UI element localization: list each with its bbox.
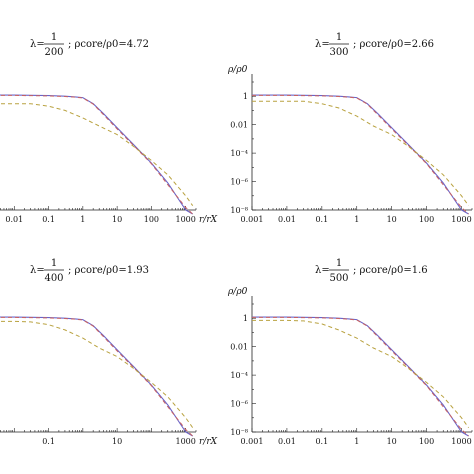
series-line-3 — [252, 319, 470, 428]
panel-title: λ= 1 300 ; ρcore/ρ0=2.66 — [315, 32, 434, 58]
lambda-denominator: 500 — [329, 273, 348, 284]
lambda-symbol: λ= — [315, 39, 330, 50]
x-tick-label: 0.01 — [278, 437, 296, 446]
series-line-3 — [252, 100, 470, 206]
lambda-denominator: 200 — [44, 47, 63, 58]
x-tick-label: 1 — [354, 437, 359, 446]
x-tick-label: 1000 — [451, 215, 471, 224]
x-tick-label: 0.01 — [5, 215, 23, 224]
panel-title-ratio: ; ρcore/ρ0=2.66 — [353, 39, 434, 50]
series-line-1 — [0, 94, 193, 215]
panel-2: 0.001 0.01 0.1 1 10 100 1000 1 0.01 10⁻⁴ 10⁻⁶ 10⁻⁸ ρ… — [227, 32, 473, 224]
y-tick-label: 10⁻⁴ — [230, 371, 248, 380]
panel-title: λ= 1 400 ; ρcore/ρ0=1.93 — [30, 258, 149, 284]
lambda-symbol: λ= — [315, 265, 330, 276]
panel-title: λ= 1 500 ; ρcore/ρ0=1.6 — [315, 258, 428, 284]
x-tick-label: 100 — [144, 215, 159, 224]
y-tick-label: 10⁻⁴ — [230, 149, 248, 158]
panel-3: 0.1 10 1000 r/rX λ= 1 400 ; ρcore/ρ0=1.93 — [0, 258, 218, 447]
lambda-symbol: λ= — [30, 265, 45, 276]
x-axis-label: r/rX — [199, 215, 218, 225]
lambda-numerator: 1 — [336, 258, 342, 269]
lambda-symbol: λ= — [30, 39, 45, 50]
x-tick-label: 1 — [80, 215, 85, 224]
y-tick-label: 10⁻⁶ — [230, 178, 248, 187]
x-tick-label: 0.001 — [241, 215, 264, 224]
x-tick-label: 0.1 — [42, 437, 55, 446]
x-tick-label: 1 — [354, 215, 359, 224]
series-line-1 — [0, 316, 193, 437]
series-line-2 — [252, 316, 469, 437]
series-line-2 — [252, 94, 469, 215]
x-tick-label: 0.1 — [315, 215, 328, 224]
lambda-numerator: 1 — [51, 258, 57, 269]
y-tick-label: 10⁻⁸ — [230, 206, 248, 215]
x-tick-label: 10 — [112, 437, 122, 446]
panel-title-ratio: ; ρcore/ρ0=1.93 — [68, 265, 149, 276]
lambda-denominator: 300 — [329, 47, 348, 58]
x-tick-label: 0.1 — [315, 437, 328, 446]
y-tick-label: 10⁻⁶ — [230, 400, 248, 409]
lambda-numerator: 1 — [51, 32, 57, 43]
x-tick-label: 100 — [419, 215, 434, 224]
x-tick-label: 1000 — [451, 437, 471, 446]
x-tick-label: 1000 — [176, 437, 196, 446]
lambda-denominator: 400 — [44, 273, 63, 284]
lambda-numerator: 1 — [336, 32, 342, 43]
x-tick-label: 100 — [419, 437, 434, 446]
y-axis-label: ρ/ρ0 — [227, 65, 248, 75]
y-tick-label: 10⁻⁸ — [230, 428, 248, 437]
y-tick-label: 1 — [243, 92, 248, 101]
x-tick-label: 10 — [387, 437, 397, 446]
panel-title-ratio: ; ρcore/ρ0=1.6 — [353, 265, 428, 276]
y-tick-label: 1 — [243, 314, 248, 323]
panel-4: 0.001 0.01 0.1 1 10 100 1000 1 0.01 10⁻⁴ 10⁻⁶ 10⁻⁸ ρ… — [227, 258, 473, 446]
series-line-2 — [0, 94, 194, 215]
series-line-3 — [0, 320, 194, 428]
y-tick-label: 0.01 — [230, 121, 248, 130]
x-tick-label: 10 — [112, 215, 122, 224]
y-axis-label: ρ/ρ0 — [227, 287, 248, 297]
series-line-3 — [0, 103, 194, 206]
x-tick-label: 0.001 — [241, 437, 264, 446]
panel-title-ratio: ; ρcore/ρ0=4.72 — [68, 39, 149, 50]
x-tick-label: 1000 — [176, 215, 196, 224]
panel-1: 0.01 0.1 1 10 100 1000 r/rX λ= 1 200 ; ρcore/ρ0=4.… — [0, 32, 218, 225]
series-line-1 — [252, 316, 469, 437]
x-tick-label: 10 — [387, 215, 397, 224]
series-line-1 — [252, 94, 469, 215]
y-tick-label: 0.01 — [230, 343, 248, 352]
x-tick-label: 0.01 — [278, 215, 296, 224]
x-axis-label: r/rX — [199, 437, 218, 447]
series-line-2 — [0, 316, 194, 437]
panel-title: λ= 1 200 ; ρcore/ρ0=4.72 — [30, 32, 149, 58]
x-tick-label: 0.1 — [42, 215, 55, 224]
